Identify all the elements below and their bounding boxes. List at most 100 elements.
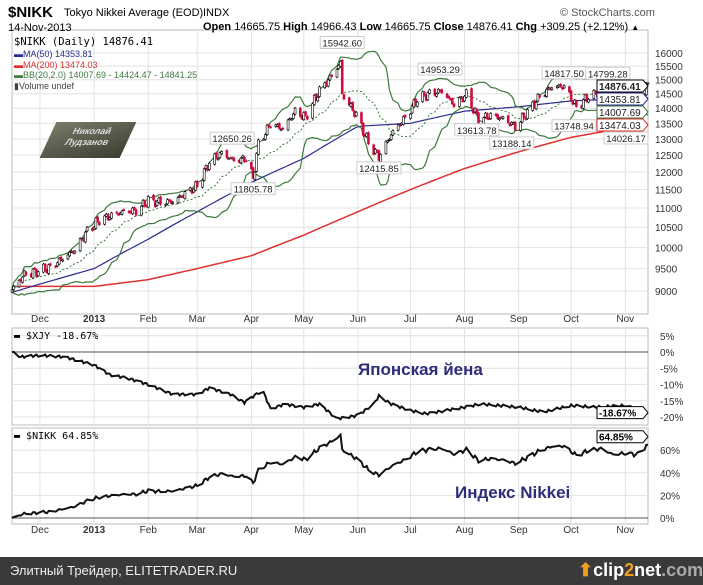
nikk-legend: ▬ $NIKK 64.85%: [14, 431, 99, 442]
x-tick-label: Nov: [616, 525, 634, 536]
candle-body: [281, 127, 285, 130]
x-tick-label: 2013: [83, 525, 106, 536]
upload-arrow-icon: ⬆: [578, 560, 594, 580]
last-value-tag: [596, 92, 649, 106]
high-label: High: [283, 21, 308, 33]
candle-body: [122, 209, 126, 211]
candle-body: [169, 200, 173, 204]
candle-body: [264, 134, 267, 140]
candle-body: [328, 75, 332, 81]
nikk-last-tag: [596, 430, 649, 444]
y-tick-label: 40%: [660, 469, 680, 480]
candle-body: [139, 205, 143, 216]
y-tick-label: 15000: [655, 76, 683, 87]
candle-body: [66, 254, 70, 260]
logo-clip: clip: [593, 560, 625, 580]
candle-body: [354, 111, 358, 117]
candle-body: [56, 262, 59, 267]
candle-body: [416, 101, 419, 107]
candle-body: [195, 181, 199, 188]
legend-bb-text: BB(20,2.0) 14007.69 - 14424.47 - 14841.2…: [23, 70, 198, 80]
logo-net: net: [634, 560, 662, 580]
y-tick-label: -15%: [660, 397, 683, 408]
candle-body: [423, 91, 426, 96]
y-tick-label: 0%: [660, 348, 675, 359]
nikk-pct-line: [11, 432, 649, 519]
xjy-legend: ▬ $XJY -18.67%: [14, 331, 99, 342]
candle-body: [485, 113, 489, 119]
candle-body: [305, 115, 309, 120]
x-tick-label: Jun: [350, 525, 366, 536]
candle-body: [347, 97, 351, 106]
candle-body: [318, 86, 321, 97]
x-tick-label: Jun: [350, 314, 366, 325]
annotation-label: 13188.14: [492, 139, 532, 150]
ohlc-bar: Open 14665.75 High 14966.43 Low 14665.75…: [203, 21, 639, 33]
candle-body: [225, 150, 229, 158]
y-tick-label: 10500: [655, 223, 683, 234]
annotation-box: [230, 182, 276, 196]
candle-body: [17, 280, 21, 288]
candle-body: [164, 204, 168, 206]
candle-body: [96, 216, 99, 222]
xjy-legend-text: $XJY -18.67%: [26, 331, 99, 342]
clip2net-logo[interactable]: ⬆clip2net.com: [578, 560, 703, 581]
watermark-line1: Николай: [70, 126, 114, 136]
candle-body: [117, 213, 120, 216]
x-tick-label: Jul: [404, 525, 417, 536]
candle-body: [31, 268, 35, 279]
candle-body: [143, 200, 147, 207]
candle-body: [575, 100, 578, 107]
candle-body: [433, 88, 437, 96]
candle-body: [342, 94, 346, 100]
x-tick-label: May: [294, 525, 313, 536]
candle-body: [257, 139, 260, 155]
candle-body: [12, 285, 16, 290]
annotation-box: [417, 62, 463, 76]
exchange: INDX: [203, 7, 230, 19]
high-value: 14966.43: [310, 21, 357, 33]
open-value: 14665.75: [234, 21, 281, 33]
candle-body: [426, 92, 430, 101]
annotation-box: [209, 131, 255, 145]
chg-label: Chg: [515, 21, 537, 33]
candle-body: [477, 112, 480, 126]
annotation-label: 13748.94: [554, 122, 594, 133]
candle-body: [43, 263, 47, 271]
last-value-tag: [596, 105, 649, 119]
candle-body: [110, 212, 113, 219]
candle-body: [360, 112, 363, 124]
bb-lower-line: [11, 105, 649, 296]
candle-body: [78, 238, 82, 252]
candle-body: [522, 112, 526, 118]
x-tick-label: Jul: [404, 314, 417, 325]
candle-body: [396, 124, 400, 131]
x-tick-label: May: [294, 314, 313, 325]
candle-body: [155, 200, 159, 206]
annotation-box: [319, 35, 365, 49]
candle-body: [340, 59, 344, 94]
author-watermark-logo: Николай Лудзанов: [39, 122, 137, 158]
candle-body: [391, 130, 395, 136]
last-value-label: 14007.69: [599, 108, 641, 119]
candle-body: [498, 118, 501, 121]
candle-body: [536, 93, 540, 102]
candle-body: [463, 95, 466, 102]
legend-ma50: ▬MA(50) 14353.81: [14, 49, 93, 59]
y-tick-label: 9500: [655, 265, 678, 276]
candle-body: [403, 115, 407, 118]
annotation-label: 15942.60: [322, 38, 362, 49]
candle-body: [487, 118, 491, 120]
candle-body: [108, 217, 112, 220]
candle-body: [402, 116, 405, 125]
annotation-label: 12415.85: [359, 164, 399, 175]
candle-body: [440, 89, 444, 94]
y-tick-label: 10000: [655, 243, 683, 254]
candle-body: [59, 256, 63, 261]
y-tick-label: 9000: [655, 287, 678, 298]
last-value-label: 14876.41: [599, 82, 641, 93]
y-tick-label: -20%: [660, 413, 683, 424]
annotation-label: 13613.78: [457, 126, 497, 137]
legend-volume: ▮Volume undef: [14, 80, 74, 91]
candle-body: [24, 271, 28, 276]
